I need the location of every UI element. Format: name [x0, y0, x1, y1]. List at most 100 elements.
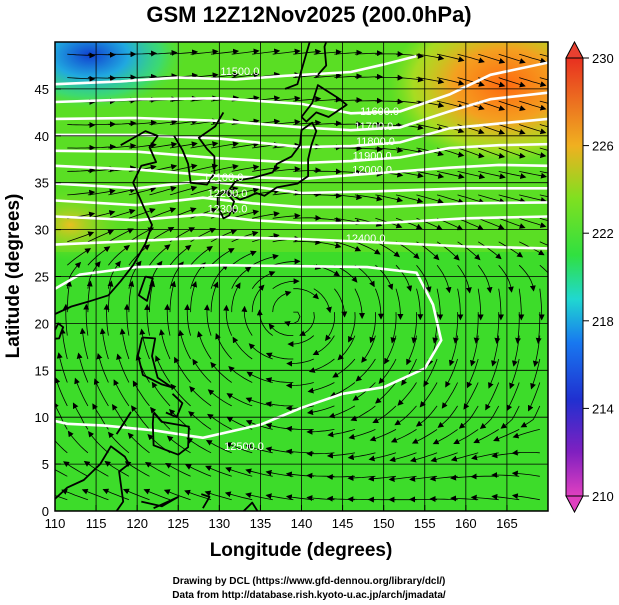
streamline	[67, 231, 95, 243]
streamline	[210, 263, 229, 289]
streamline	[354, 288, 366, 320]
streamline	[390, 312, 397, 344]
streamline	[188, 411, 212, 430]
streamline	[272, 212, 301, 219]
streamline	[55, 440, 68, 454]
contour-label: 12300.0	[208, 204, 248, 216]
streamline	[325, 312, 336, 342]
streamline	[83, 303, 90, 336]
coastline	[242, 501, 259, 511]
streamline	[87, 51, 116, 58]
streamline	[375, 288, 384, 320]
x-tick-label: 155	[414, 516, 436, 531]
streamline	[477, 288, 484, 321]
streamline	[190, 185, 218, 196]
streamline	[169, 185, 198, 196]
streamline	[457, 194, 485, 205]
streamline	[205, 465, 232, 477]
streamline	[313, 192, 342, 199]
streamline	[285, 382, 314, 389]
streamline	[498, 100, 526, 111]
height-contour	[55, 61, 548, 115]
streamline	[192, 358, 212, 383]
streamline	[539, 194, 548, 198]
streamline	[211, 48, 240, 55]
streamline	[268, 323, 294, 336]
y-tick-label: 40	[35, 129, 49, 144]
streamline	[539, 147, 548, 151]
streamline	[116, 353, 130, 383]
contour-label: 11500.0	[220, 66, 259, 78]
streamline	[369, 312, 377, 344]
colorbar-tick-label: 226	[592, 139, 614, 154]
streamline	[457, 77, 485, 87]
streamline	[272, 166, 301, 173]
x-tick-label: 140	[291, 516, 313, 531]
x-tick-label: 130	[208, 516, 230, 531]
contour-label: 11700.0	[354, 121, 393, 133]
streamline	[74, 377, 89, 407]
streamline	[87, 229, 115, 243]
streamline	[149, 207, 177, 219]
streamline	[231, 164, 260, 172]
streamline	[355, 358, 376, 382]
streamline	[293, 96, 322, 103]
streamline	[102, 488, 130, 501]
streamline	[132, 380, 150, 407]
streamline	[395, 288, 404, 320]
gridlines	[55, 42, 548, 511]
plot-area: 11500.0 11600.0 11700.0 11800.0 11900.0 12000…	[55, 42, 548, 511]
streamline	[123, 303, 130, 336]
streamline	[143, 488, 171, 501]
coastline	[216, 191, 235, 220]
streamline	[251, 271, 276, 289]
streamline	[332, 358, 356, 378]
streamline	[231, 209, 260, 219]
streamline	[326, 452, 355, 459]
streamline	[128, 280, 135, 313]
coastline	[151, 411, 190, 456]
height-contour	[55, 163, 548, 181]
streamline	[375, 147, 404, 153]
colorbar-tick-label: 230	[592, 51, 614, 66]
streamline	[348, 312, 356, 343]
streamline	[354, 146, 383, 153]
streamline	[190, 48, 219, 55]
streamline	[139, 328, 150, 360]
streamline	[272, 48, 301, 55]
streamline	[312, 335, 335, 356]
streamline	[252, 211, 280, 219]
streamline	[519, 77, 547, 87]
streamline	[107, 280, 114, 313]
streamline	[348, 429, 376, 440]
streamline	[520, 405, 541, 428]
streamline	[395, 52, 424, 59]
streamline	[256, 309, 273, 336]
streamline	[190, 163, 219, 172]
streamline	[401, 358, 417, 386]
streamline	[539, 241, 548, 246]
streamline	[55, 495, 68, 501]
coastline	[55, 445, 130, 511]
streamline	[108, 187, 137, 196]
streamline	[231, 48, 260, 55]
streamline	[231, 187, 260, 196]
streamline	[169, 163, 198, 172]
streamline	[539, 217, 548, 221]
y-tick-label: 20	[35, 316, 49, 331]
streamline	[144, 461, 171, 477]
streamline	[169, 49, 199, 56]
coastline	[55, 130, 159, 315]
streamline	[225, 466, 253, 477]
streamline	[67, 75, 96, 82]
streamline	[210, 361, 232, 383]
streamline	[511, 449, 540, 456]
streamline	[81, 488, 109, 501]
x-tick-label: 165	[496, 516, 518, 531]
colorbar-tick-label: 214	[592, 401, 614, 416]
streamline	[395, 147, 424, 155]
streamline	[86, 280, 93, 313]
streamline	[79, 327, 89, 360]
streamline	[416, 288, 424, 321]
